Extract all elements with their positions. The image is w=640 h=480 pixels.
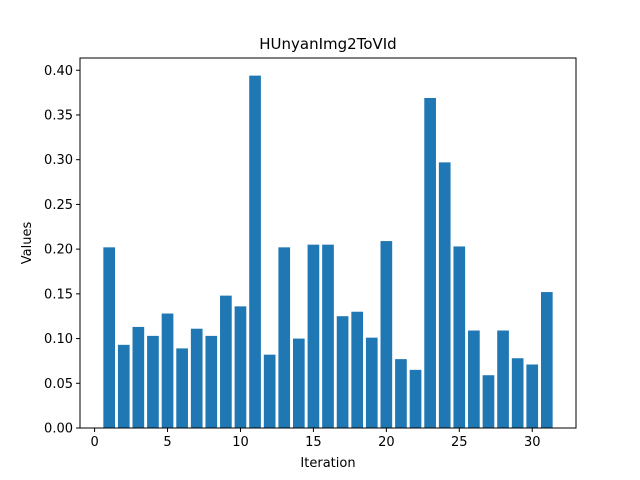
bar-3 (132, 326, 145, 428)
x-tick-label: 0 (90, 435, 98, 450)
bar-13 (278, 247, 291, 428)
x-tick-label: 5 (163, 435, 171, 450)
bar-21 (395, 359, 407, 428)
chart-title: HUnyanImg2ToVId (259, 35, 396, 53)
bar-25 (453, 246, 466, 428)
bar-14 (292, 338, 305, 428)
y-tick-label: 0.05 (44, 377, 73, 392)
y-tick-label: 0.10 (44, 332, 73, 347)
bar-19 (365, 337, 378, 428)
bar-10 (234, 306, 247, 428)
bar-23 (424, 97, 436, 429)
bar-11 (249, 75, 261, 428)
x-tick-label: 20 (378, 435, 395, 450)
x-axis-ticks: 0 5 10 15 20 25 30 (90, 428, 541, 450)
bar-22 (409, 369, 422, 428)
bar-6 (176, 348, 188, 428)
y-axis-ticks: 0.00 0.05 0.10 0.15 0.20 0.25 0.30 0.35 0.40 (44, 64, 80, 437)
y-tick-label: 0.25 (44, 198, 73, 213)
y-tick-label: 0.40 (44, 64, 73, 79)
x-tick-label: 15 (305, 435, 322, 450)
bar-7 (190, 328, 203, 428)
y-axis-label: Values (20, 222, 35, 265)
y-tick-label: 0.00 (44, 422, 73, 437)
bar-18 (351, 311, 364, 428)
y-tick-label: 0.20 (44, 243, 73, 258)
bar-2 (117, 344, 130, 428)
x-tick-label: 30 (524, 435, 541, 450)
bar-16 (322, 244, 334, 428)
bar-8 (205, 335, 218, 428)
bar-24 (438, 162, 451, 428)
bar-17 (336, 316, 349, 428)
y-tick-label: 0.30 (44, 153, 73, 168)
bar-4 (147, 335, 159, 428)
bar-28 (497, 330, 509, 428)
bar-15 (307, 244, 320, 428)
bar-27 (482, 375, 495, 428)
x-tick-label: 10 (232, 435, 249, 450)
bar-12 (263, 354, 276, 428)
bar-5 (161, 313, 174, 428)
x-axis-label: Iteration (300, 456, 355, 471)
bar-29 (511, 358, 524, 428)
bar-26 (468, 330, 480, 428)
bar-31 (540, 292, 553, 428)
bars-group (103, 75, 553, 429)
x-tick-label: 25 (451, 435, 468, 450)
y-tick-label: 0.35 (44, 108, 73, 123)
plot-frame (79, 57, 577, 429)
bar-20 (380, 241, 393, 428)
bar-9 (220, 295, 232, 428)
bar-1 (103, 247, 116, 428)
y-tick-label: 0.15 (44, 287, 73, 302)
bar-30 (526, 364, 539, 428)
